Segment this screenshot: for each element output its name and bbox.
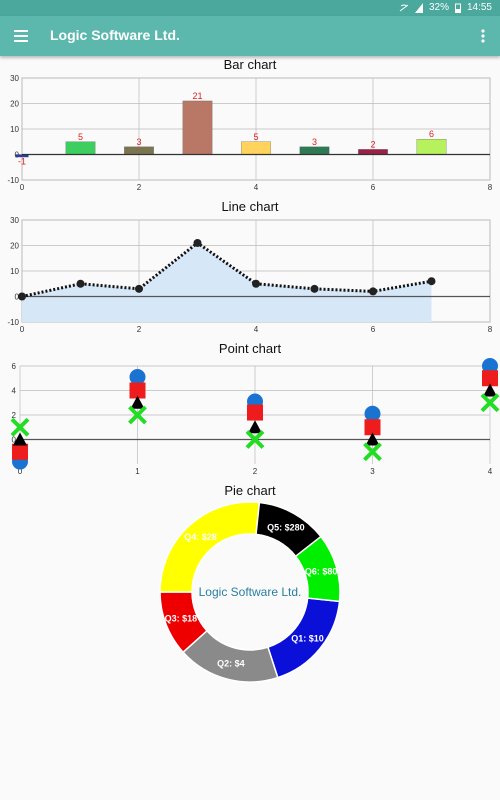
line-point bbox=[76, 279, 85, 288]
line-point bbox=[427, 277, 436, 286]
bar-value-label: 6 bbox=[429, 129, 434, 139]
pie-chart: Q1: $10 Q2: $4 Q3: $18 Q4: $28 Q5: $280 Q6: $… bbox=[159, 501, 341, 683]
bar-value-label: 3 bbox=[136, 137, 141, 147]
bar-x-tick-label: 2 bbox=[137, 183, 142, 192]
bar-value-label: 2 bbox=[370, 139, 375, 149]
pie-slice-label: Q1: $10 bbox=[291, 634, 324, 644]
pie-slice bbox=[159, 501, 261, 593]
point-y-tick-label: 0 bbox=[12, 436, 17, 445]
point-cross-marker bbox=[128, 405, 147, 425]
point-circle-marker bbox=[129, 369, 146, 386]
bar-y-tick-label: 10 bbox=[10, 125, 19, 134]
point-triangle-marker bbox=[365, 432, 380, 446]
status-time: 14:55 bbox=[466, 2, 492, 13]
bar-x-tick-label: 6 bbox=[371, 183, 376, 192]
bar-x-tick-label: 0 bbox=[20, 183, 25, 192]
line-x-tick-label: 8 bbox=[488, 325, 493, 334]
point-triangle-marker bbox=[483, 383, 497, 397]
line-x-tick-label: 4 bbox=[254, 325, 259, 334]
bar bbox=[299, 146, 330, 155]
app-bar: Logic Software Ltd. bbox=[0, 16, 500, 56]
pie-chart-title: Pie chart bbox=[224, 483, 276, 498]
status-bar: 32% 14:55 bbox=[0, 0, 500, 16]
bar-x-tick-label: 8 bbox=[488, 183, 493, 192]
point-x-tick-label: 2 bbox=[253, 467, 258, 476]
app-title: Logic Software Ltd. bbox=[50, 27, 180, 43]
point-triangle-marker bbox=[13, 432, 27, 446]
point-cross-marker bbox=[245, 430, 265, 449]
line-y-tick-label: 20 bbox=[10, 242, 19, 251]
battery-icon bbox=[454, 3, 461, 13]
bar-value-label: 21 bbox=[192, 91, 202, 101]
bar-y-tick-label: 20 bbox=[10, 100, 19, 109]
wifi-off-icon bbox=[399, 4, 409, 11]
bar-value-label: 5 bbox=[78, 132, 83, 142]
line-point bbox=[310, 284, 319, 293]
line-chart-title: Line chart bbox=[221, 199, 279, 214]
signal-icon bbox=[414, 2, 423, 13]
more-vert-icon[interactable] bbox=[480, 26, 486, 46]
point-y-tick-label: 4 bbox=[12, 387, 17, 396]
bar-value-label: -1 bbox=[18, 157, 26, 167]
point-circle-marker bbox=[364, 405, 381, 422]
pie-slice-label: Q5: $280 bbox=[267, 522, 305, 532]
pie-slice-label: Q6: $80 bbox=[305, 567, 338, 577]
point-triangle-marker bbox=[130, 395, 145, 409]
pie-slice bbox=[294, 535, 341, 603]
line-point bbox=[369, 287, 377, 296]
bar-x-tick-label: 4 bbox=[254, 183, 259, 192]
point-x-tick-label: 1 bbox=[135, 467, 140, 476]
bar bbox=[124, 146, 154, 155]
point-square-marker bbox=[129, 382, 146, 399]
line-y-tick-label: 30 bbox=[10, 216, 19, 225]
line-point bbox=[193, 238, 202, 247]
line-point bbox=[18, 292, 26, 301]
pie-slice-label: Q4: $28 bbox=[184, 532, 217, 542]
line-x-tick-label: 2 bbox=[137, 325, 142, 334]
line-area-fill bbox=[22, 242, 432, 322]
bar bbox=[182, 100, 213, 155]
point-circle-marker bbox=[482, 358, 498, 374]
pie-center-text: Logic Software Ltd. bbox=[199, 585, 302, 599]
point-square-marker bbox=[247, 404, 263, 421]
pie-slice-label: Q3: $18 bbox=[165, 614, 198, 624]
line-y-tick-label: -10 bbox=[7, 318, 19, 327]
line-y-tick-label: 0 bbox=[15, 293, 20, 302]
battery-percent: 32% bbox=[428, 2, 449, 13]
bar-value-label: 5 bbox=[253, 132, 258, 142]
bar-y-tick-label: -10 bbox=[7, 176, 19, 185]
pie-slice-label: Q2: $4 bbox=[217, 658, 245, 668]
point-chart: 0 2 4 6 0 1 2 3 4 bbox=[10, 358, 500, 476]
hamburger-menu-icon[interactable] bbox=[12, 25, 34, 47]
point-x-tick-label: 3 bbox=[370, 467, 375, 476]
point-triangle-marker bbox=[248, 420, 262, 434]
point-y-tick-label: 6 bbox=[12, 362, 17, 371]
line-x-tick-label: 6 bbox=[371, 325, 376, 334]
point-cross-marker bbox=[10, 417, 30, 437]
point-square-marker bbox=[12, 443, 28, 460]
point-x-tick-label: 4 bbox=[488, 467, 493, 476]
point-y-tick-label: 2 bbox=[12, 411, 17, 420]
line-y-tick-label: 10 bbox=[10, 267, 19, 276]
bar-chart-title: Bar chart bbox=[223, 57, 277, 72]
bar bbox=[358, 149, 388, 155]
point-square-marker bbox=[482, 370, 498, 387]
point-square-marker bbox=[364, 419, 381, 436]
line-point bbox=[135, 284, 143, 293]
point-cross-marker bbox=[363, 442, 382, 462]
point-x-tick-label: 0 bbox=[18, 467, 23, 476]
bar bbox=[65, 141, 96, 155]
point-chart-title: Point chart bbox=[218, 341, 282, 356]
bar-value-label: 3 bbox=[312, 137, 317, 147]
point-cross-marker bbox=[480, 393, 500, 413]
status-right: 32% 14:55 bbox=[399, 2, 492, 13]
line-point bbox=[252, 279, 260, 288]
line-series bbox=[21, 241, 432, 298]
line-x-tick-label: 0 bbox=[20, 325, 25, 334]
bar bbox=[241, 141, 271, 155]
bar-y-tick-label: 30 bbox=[10, 74, 19, 83]
bar bbox=[416, 139, 447, 155]
